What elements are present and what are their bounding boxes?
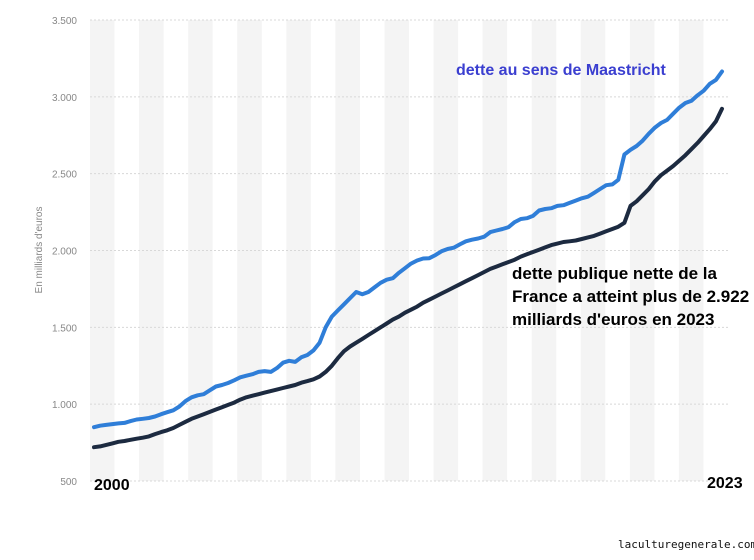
- year-band: [237, 20, 262, 481]
- annotation-maastricht: dette au sens de Maastricht: [456, 62, 666, 79]
- series-line-dette-nette: [92, 106, 724, 450]
- year-band: [188, 20, 213, 481]
- series-lines: [92, 69, 724, 450]
- y-tick-label: 2.500: [52, 170, 77, 181]
- year-band: [384, 20, 409, 481]
- watermark: laculturegenerale.com: [618, 538, 754, 551]
- y-tick-label: 1.000: [52, 400, 77, 411]
- y-tick-label: 500: [60, 477, 77, 488]
- y-tick-label: 3.000: [52, 93, 77, 104]
- x-end-label: 2023: [707, 475, 743, 492]
- y-tick-label: 2.000: [52, 247, 77, 258]
- series-line-maastricht: [92, 69, 724, 430]
- y-axis-label: En milliards d'euros: [34, 207, 45, 294]
- y-axis-ticks: 500 1.000 1.500 2.000 2.500 3.000 3.500: [52, 16, 77, 488]
- x-start-label: 2000: [94, 477, 130, 494]
- y-tick-label: 3.500: [52, 16, 77, 27]
- y-tick-label: 1.500: [52, 323, 77, 334]
- annotation-dette-nette: dette publique nette de la France a atte…: [512, 264, 750, 329]
- year-band: [580, 20, 606, 481]
